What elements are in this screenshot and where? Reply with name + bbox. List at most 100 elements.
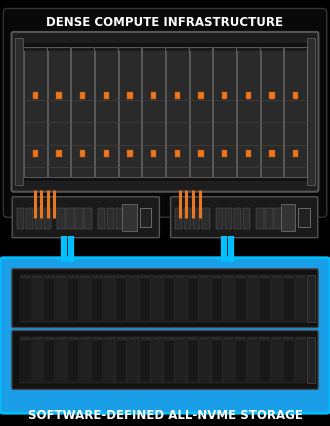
Bar bbox=[237, 47, 260, 177]
Bar bbox=[285, 122, 306, 123]
Bar bbox=[59, 341, 62, 343]
Bar bbox=[21, 337, 30, 340]
Bar bbox=[151, 92, 156, 99]
Bar bbox=[48, 48, 70, 51]
Bar bbox=[155, 279, 158, 281]
Bar bbox=[129, 337, 138, 340]
Bar bbox=[184, 207, 191, 229]
Bar bbox=[284, 337, 293, 340]
Bar bbox=[296, 337, 305, 340]
Bar bbox=[35, 279, 39, 281]
Bar bbox=[179, 341, 182, 343]
Bar bbox=[275, 341, 278, 343]
Bar bbox=[283, 341, 294, 381]
Bar bbox=[56, 275, 67, 322]
Bar bbox=[261, 48, 283, 51]
Bar bbox=[81, 276, 90, 278]
Bar bbox=[286, 279, 290, 281]
Bar bbox=[193, 207, 200, 229]
Bar bbox=[212, 337, 221, 340]
Bar bbox=[32, 279, 43, 320]
Bar bbox=[272, 276, 281, 278]
Bar bbox=[225, 207, 232, 229]
Bar bbox=[295, 337, 306, 383]
Bar bbox=[269, 92, 275, 99]
Bar bbox=[214, 167, 235, 168]
Bar bbox=[56, 92, 62, 99]
Bar bbox=[69, 337, 78, 340]
Bar bbox=[119, 341, 122, 343]
Bar bbox=[222, 92, 227, 99]
Bar bbox=[248, 341, 258, 381]
Bar bbox=[293, 92, 298, 99]
Bar bbox=[271, 337, 282, 383]
Bar bbox=[93, 276, 102, 278]
Bar bbox=[237, 48, 259, 51]
Bar bbox=[271, 275, 282, 322]
Bar bbox=[143, 341, 146, 343]
Bar bbox=[198, 150, 204, 157]
Bar bbox=[167, 279, 170, 281]
Bar bbox=[293, 150, 298, 157]
Bar bbox=[234, 207, 241, 229]
Bar bbox=[203, 341, 206, 343]
Bar bbox=[211, 337, 222, 383]
Bar bbox=[295, 275, 306, 322]
Bar bbox=[116, 276, 126, 278]
Bar bbox=[203, 279, 206, 281]
Bar bbox=[131, 341, 134, 343]
Bar bbox=[96, 167, 117, 168]
Bar bbox=[21, 276, 30, 278]
Bar bbox=[71, 47, 94, 177]
Bar bbox=[152, 279, 162, 320]
Bar bbox=[49, 145, 70, 146]
Bar bbox=[236, 279, 246, 320]
Bar bbox=[243, 207, 250, 229]
Bar bbox=[33, 337, 42, 340]
Bar bbox=[164, 341, 174, 381]
Bar bbox=[269, 150, 275, 157]
Bar bbox=[72, 167, 93, 168]
Bar bbox=[71, 341, 75, 343]
Bar bbox=[57, 207, 65, 229]
Bar bbox=[261, 167, 282, 168]
Bar bbox=[104, 275, 115, 322]
Bar bbox=[163, 337, 175, 383]
Bar bbox=[80, 275, 91, 322]
Bar bbox=[238, 100, 259, 101]
Bar bbox=[44, 279, 54, 320]
Bar bbox=[167, 122, 188, 123]
Bar bbox=[191, 341, 194, 343]
Bar bbox=[47, 279, 50, 281]
Bar bbox=[131, 279, 134, 281]
Bar bbox=[199, 275, 211, 322]
Bar bbox=[143, 167, 164, 168]
Bar bbox=[128, 279, 138, 320]
Bar bbox=[33, 150, 38, 157]
Bar bbox=[24, 48, 47, 51]
Bar bbox=[238, 167, 259, 168]
Bar bbox=[187, 337, 199, 383]
Bar bbox=[32, 275, 43, 322]
Bar bbox=[57, 276, 66, 278]
Bar bbox=[261, 47, 283, 177]
Bar bbox=[188, 341, 198, 381]
Bar bbox=[247, 275, 258, 322]
Bar bbox=[175, 92, 180, 99]
Bar bbox=[95, 48, 117, 51]
Bar bbox=[191, 279, 194, 281]
Bar bbox=[260, 337, 269, 340]
Bar bbox=[44, 337, 55, 383]
Bar bbox=[283, 279, 294, 320]
Bar bbox=[222, 150, 227, 157]
Bar bbox=[20, 279, 31, 320]
Bar bbox=[92, 279, 102, 320]
Text: SOFTWARE-DEFINED ALL-NVME STORAGE: SOFTWARE-DEFINED ALL-NVME STORAGE bbox=[28, 409, 302, 422]
Bar bbox=[71, 279, 75, 281]
Bar bbox=[190, 48, 212, 51]
Bar bbox=[20, 341, 31, 381]
Bar bbox=[166, 47, 189, 177]
Bar bbox=[275, 279, 278, 281]
Bar bbox=[246, 150, 251, 157]
Bar bbox=[107, 207, 114, 229]
